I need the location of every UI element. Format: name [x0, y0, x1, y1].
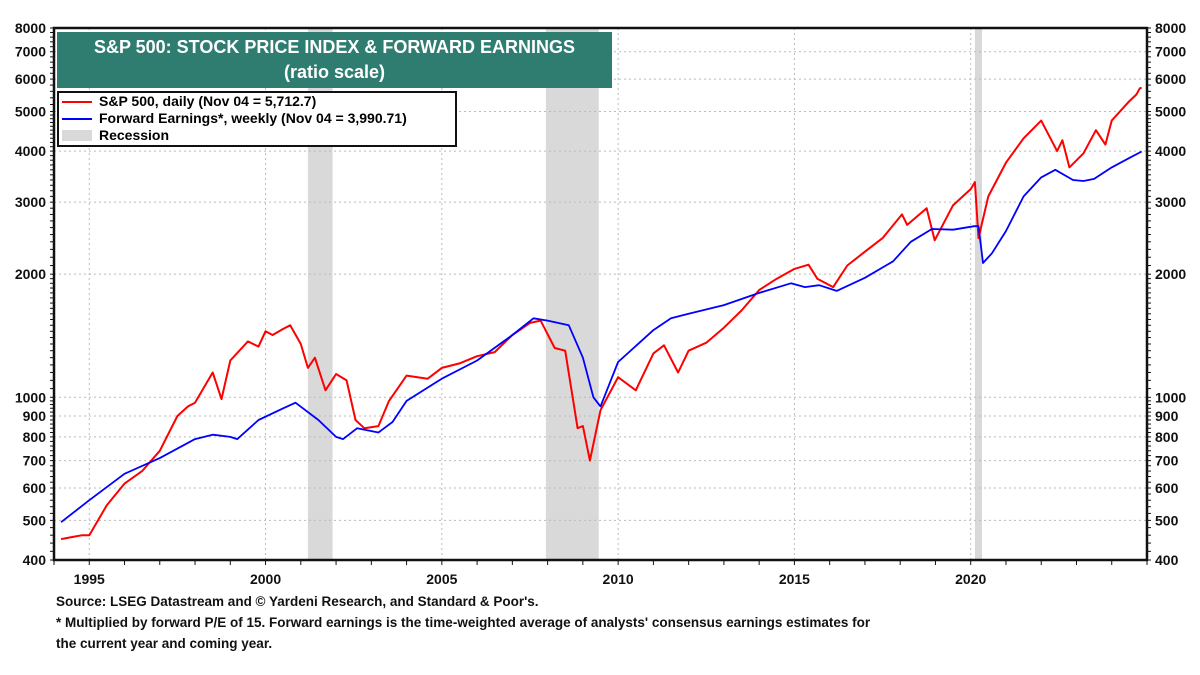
recession-band: [974, 28, 982, 560]
footnote-line-2: the current year and coming year.: [56, 636, 273, 651]
legend-swatch-gray: [62, 130, 92, 141]
legend-swatch-red: [62, 100, 92, 103]
y-tick-label-left: 6000: [15, 71, 46, 87]
y-tick-label-right: 6000: [1155, 71, 1186, 87]
y-tick-label-right: 8000: [1155, 20, 1186, 36]
x-tick-label: 1995: [74, 571, 105, 587]
y-tick-label-right: 800: [1155, 429, 1179, 445]
y-tick-label-right: 7000: [1155, 44, 1186, 60]
footnote-line-1: * Multiplied by forward P/E of 15. Forwa…: [56, 615, 871, 630]
forward-earnings-line: [60, 150, 1143, 523]
source-note: Source: LSEG Datastream and © Yardeni Re…: [56, 594, 539, 609]
legend: S&P 500, daily (Nov 04 = 5,712.7) Forwar…: [57, 91, 457, 147]
y-tick-label-left: 400: [23, 552, 47, 568]
x-tick-label: 2015: [779, 571, 810, 587]
title-box: S&P 500: STOCK PRICE INDEX & FORWARD EAR…: [57, 32, 612, 88]
chart-title: S&P 500: STOCK PRICE INDEX & FORWARD EAR…: [93, 37, 576, 57]
sp500-line: [60, 86, 1142, 541]
y-tick-label-right: 5000: [1155, 103, 1186, 119]
series-lines: [60, 86, 1143, 541]
legend-item-sp500: S&P 500, daily (Nov 04 = 5,712.7): [59, 93, 455, 110]
y-tick-label-left: 800: [23, 429, 47, 445]
legend-label: Forward Earnings*, weekly (Nov 04 = 3,99…: [99, 110, 407, 126]
y-tick-label-left: 500: [23, 512, 47, 528]
y-tick-label-right: 900: [1155, 408, 1179, 424]
plot-frame: [52, 26, 1149, 562]
legend-item-recession: Recession: [59, 127, 455, 144]
legend-swatch-blue: [62, 117, 92, 120]
y-tick-label-left: 2000: [15, 266, 46, 282]
y-tick-label-right: 600: [1155, 480, 1179, 496]
y-tick-label-right: 700: [1155, 453, 1179, 469]
recession-band: [545, 28, 599, 560]
x-tick-label: 2005: [426, 571, 457, 587]
y-tick-label-right: 2000: [1155, 266, 1186, 282]
y-tick-label-right: 3000: [1155, 194, 1186, 210]
y-tick-label-left: 8000: [15, 20, 46, 36]
legend-label: S&P 500, daily (Nov 04 = 5,712.7): [99, 93, 317, 109]
y-tick-label-right: 4000: [1155, 143, 1186, 159]
y-tick-label-left: 3000: [15, 194, 46, 210]
x-tick-label: 2000: [250, 571, 281, 587]
x-tick-label: 2020: [955, 571, 986, 587]
y-tick-label-right: 1000: [1155, 389, 1186, 405]
y-tick-label-left: 600: [23, 480, 47, 496]
y-tick-label-left: 7000: [15, 44, 46, 60]
footnotes: Source: LSEG Datastream and © Yardeni Re…: [56, 591, 870, 654]
y-tick-label-right: 400: [1155, 552, 1179, 568]
y-tick-label-left: 5000: [15, 103, 46, 119]
y-tick-label-left: 1000: [15, 389, 46, 405]
y-tick-label-left: 700: [23, 453, 47, 469]
chart-subtitle: (ratio scale): [283, 62, 386, 82]
x-tick-label: 2010: [603, 571, 634, 587]
legend-item-earnings: Forward Earnings*, weekly (Nov 04 = 3,99…: [59, 110, 455, 127]
legend-label: Recession: [99, 127, 170, 143]
y-tick-label-left: 4000: [15, 143, 46, 159]
y-tick-label-right: 500: [1155, 512, 1179, 528]
y-tick-label-left: 900: [23, 408, 47, 424]
